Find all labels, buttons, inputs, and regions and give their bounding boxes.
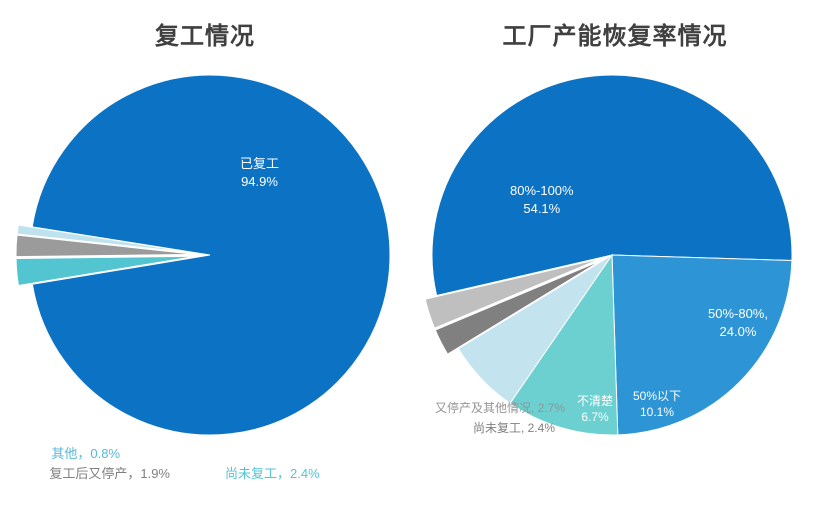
right-label-not-yet: 尚未复工, 2.4% — [395, 420, 555, 436]
right-label-unclear-line2: 6.7% — [581, 410, 608, 424]
right-label-unclear-line1: 不清楚 — [577, 394, 613, 408]
left-label-main: 已复工 94.9% — [240, 155, 279, 190]
right-label-50-80: 50%-80%, 24.0% — [708, 305, 768, 340]
left-label-main-line2: 94.9% — [241, 174, 278, 189]
left-label-stopped-again-text: 复工后又停产，1.9% — [49, 466, 170, 481]
right-label-50-80-line1: 50%-80%, — [708, 306, 768, 321]
left-label-main-line1: 已复工 — [240, 156, 279, 171]
left-label-other-text: 其他，0.8% — [51, 446, 120, 461]
right-label-stop-oth-text: 又停产及其他情况, 2.7% — [435, 401, 565, 415]
left-chart-panel: 复工情况 已复工 94.9% 尚未复工，2.4% 复工后又停产，1.9% 其他，… — [0, 0, 410, 508]
left-label-not-yet-text: 尚未复工，2.4% — [225, 466, 320, 481]
left-pie-chart — [0, 0, 410, 508]
left-label-not-yet: 尚未复工，2.4% — [225, 465, 320, 483]
right-chart-panel: 工厂产能恢复率情况 80%-100% 54.1% 50%-80%, 24.0% … — [410, 0, 820, 508]
right-label-80-100-line1: 80%-100% — [510, 183, 574, 198]
right-label-below50-line2: 10.1% — [640, 405, 674, 419]
right-label-50-80-line2: 24.0% — [720, 324, 757, 339]
left-label-stopped-again: 复工后又停产，1.9% — [0, 465, 170, 483]
right-label-80-100: 80%-100% 54.1% — [510, 182, 574, 217]
right-label-unclear: 不清楚 6.7% — [577, 393, 613, 425]
right-label-below50: 50%以下 10.1% — [633, 388, 681, 420]
left-label-other: 其他，0.8% — [20, 445, 120, 463]
right-label-stop-oth: 又停产及其他情况, 2.7% — [365, 400, 565, 416]
charts-container: 复工情况 已复工 94.9% 尚未复工，2.4% 复工后又停产，1.9% 其他，… — [0, 0, 820, 508]
right-label-below50-line1: 50%以下 — [633, 389, 681, 403]
right-label-not-yet-text: 尚未复工, 2.4% — [473, 421, 555, 435]
right-label-80-100-line2: 54.1% — [523, 201, 560, 216]
